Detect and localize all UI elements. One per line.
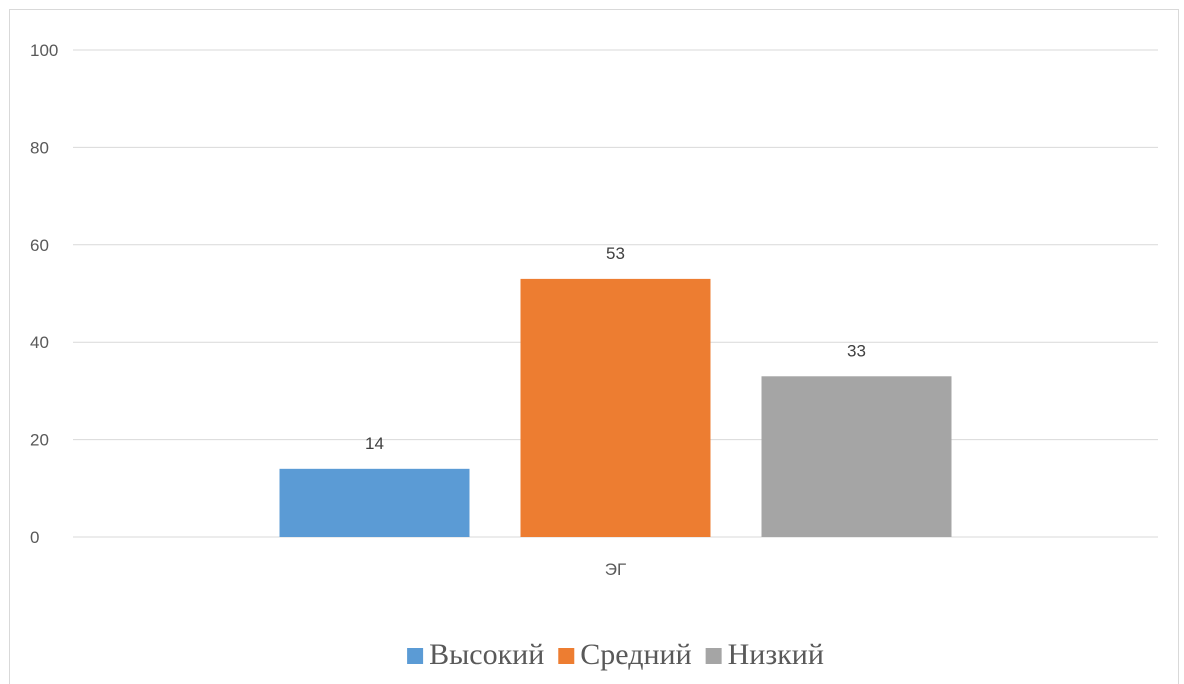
y-tick-label: 80 [30,138,49,157]
bars [279,278,952,537]
data-labels: 14 53 33 [365,244,866,453]
legend-swatch [407,648,424,664]
x-category-label: ЭГ [605,560,626,579]
data-label: 14 [365,434,384,453]
y-tick-label: 0 [30,528,39,547]
legend-item: Высокий [407,638,544,671]
legend-label: Высокий [429,638,544,671]
data-label: 33 [847,341,866,360]
y-axis: 0 20 40 60 80 100 [30,41,58,547]
legend-label: Средний [580,638,691,671]
legend-label: Низкий [728,638,824,671]
legend-item: Низкий [705,638,824,671]
y-tick-label: 60 [30,236,49,255]
legend: Высокий Средний Низкий [407,638,824,671]
bar-Высокий [279,468,470,537]
y-tick-label: 20 [30,431,49,450]
bar-Низкий [761,376,952,537]
legend-swatch [705,648,722,664]
x-axis: ЭГ [605,560,626,579]
data-label: 53 [606,244,625,263]
legend-swatch [558,648,575,664]
y-tick-label: 40 [30,333,49,352]
bar-Средний [520,278,711,537]
legend-item: Средний [558,638,692,671]
y-tick-label: 100 [30,41,58,60]
